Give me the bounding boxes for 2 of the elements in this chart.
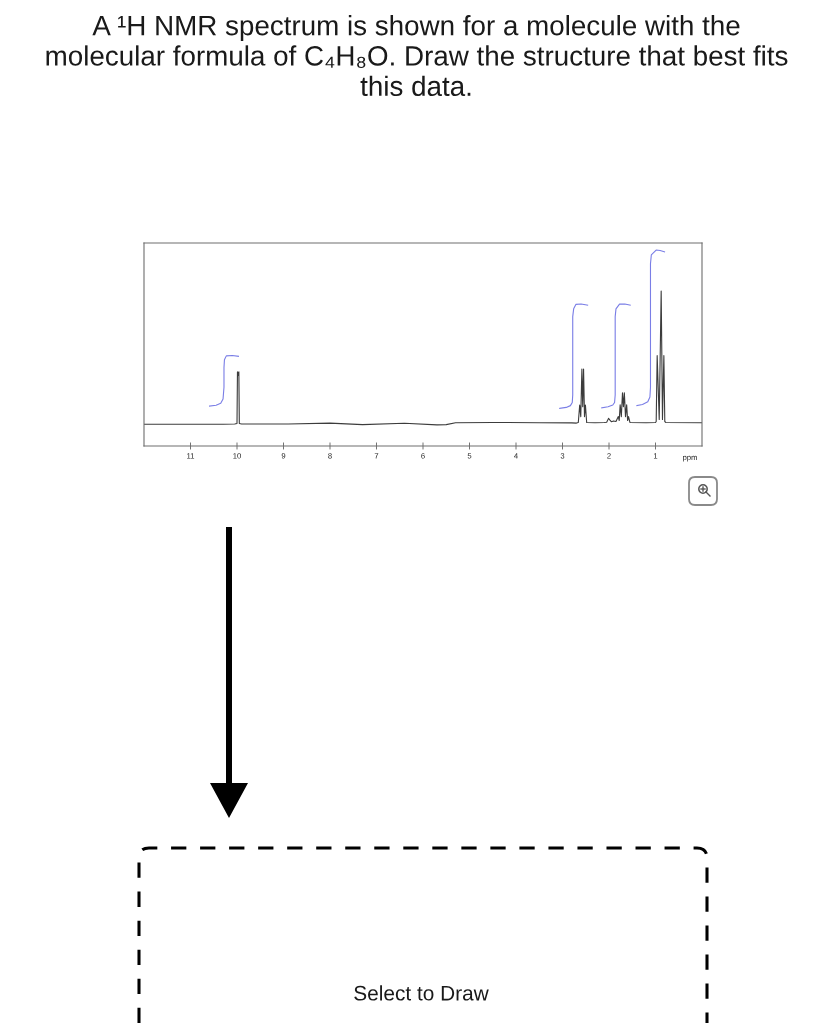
chart-title: A ¹H NMR spectrum is shown for a molecule with the molecular formula of C₄H₈O. Draw the structure that best fits this data. — [46, 15, 788, 97]
text: Select to Draw — [354, 985, 489, 1001]
